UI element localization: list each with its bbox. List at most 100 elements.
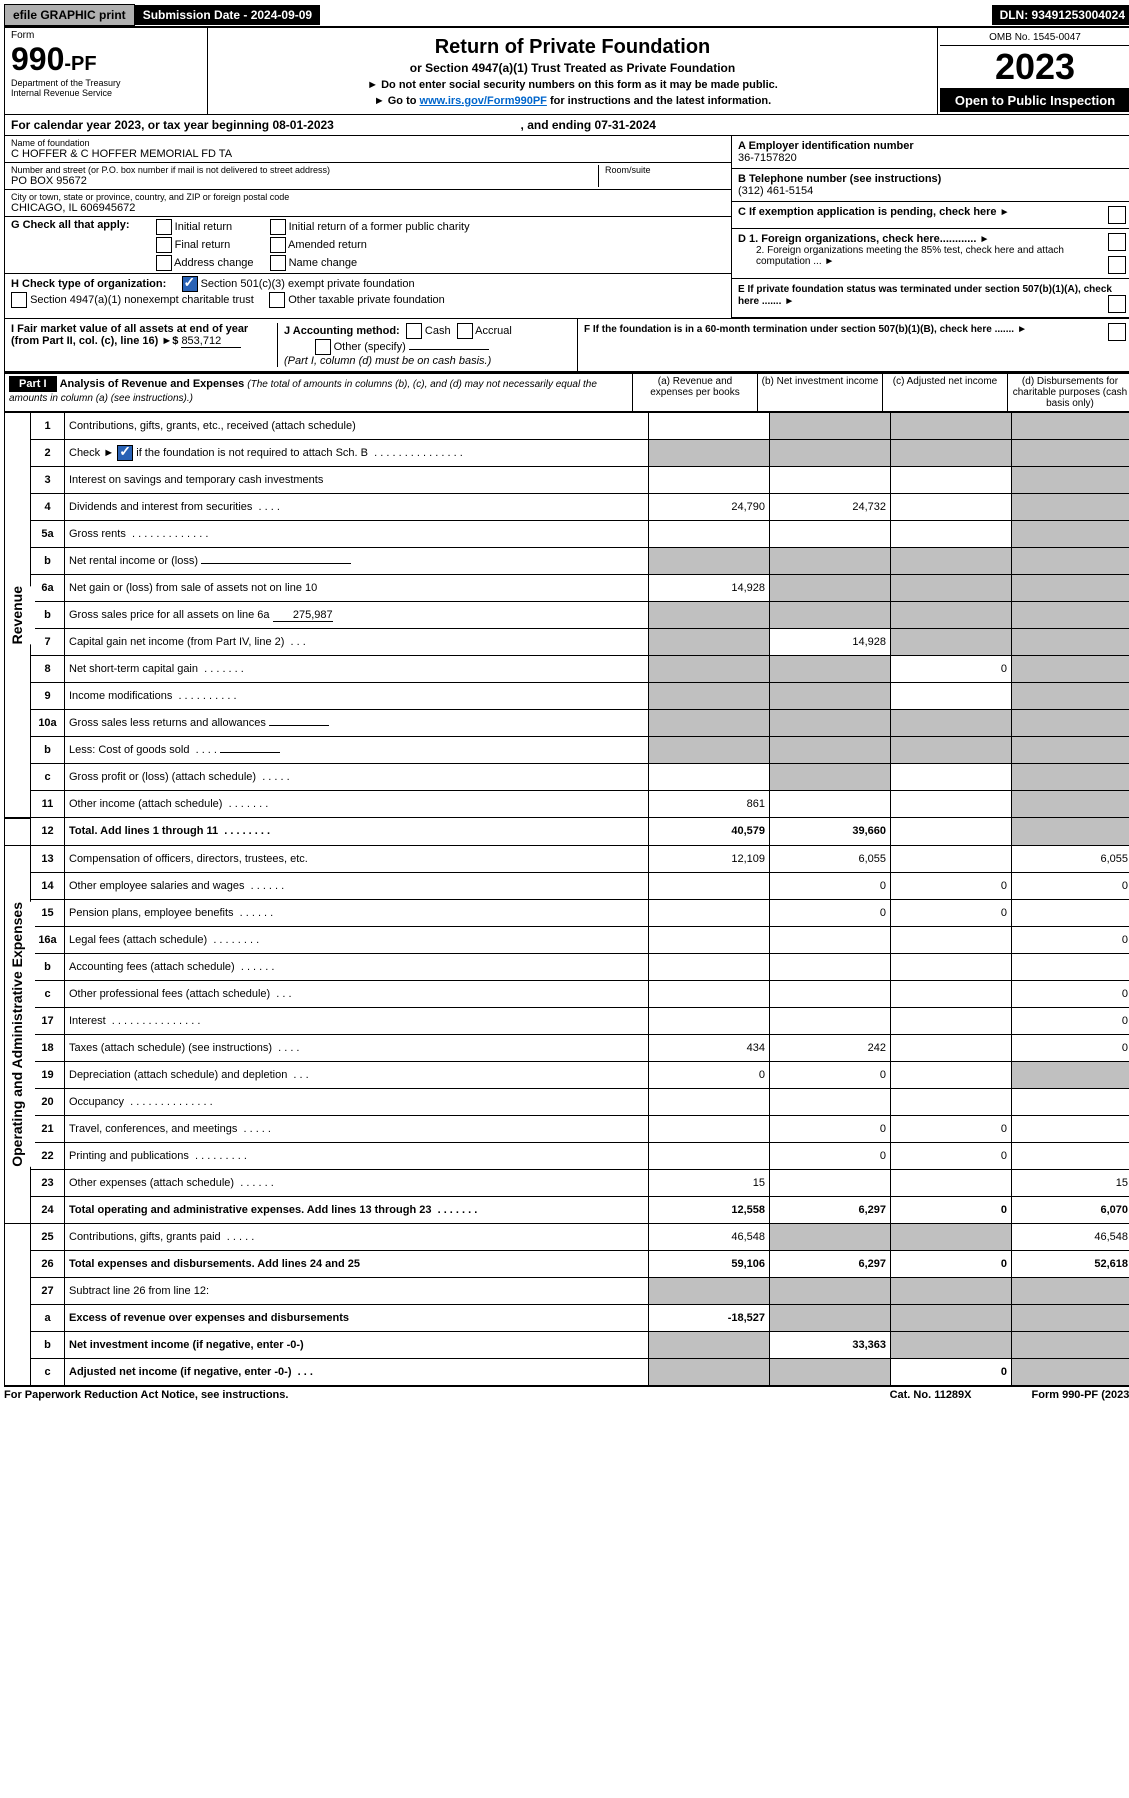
j-label: J Accounting method: <box>284 325 400 337</box>
opex-section-label: Operating and Administrative Expenses <box>9 902 35 1167</box>
table-row: 22 Printing and publications . . . . . .… <box>5 1142 1129 1169</box>
instruction-goto: ► Go to www.irs.gov/Form990PF for instru… <box>214 95 931 107</box>
line-2-num: 2 <box>31 440 65 467</box>
line-24-num: 24 <box>31 1196 65 1223</box>
c-label: C If exemption application is pending, c… <box>738 206 997 218</box>
net-rental-input[interactable] <box>201 563 351 564</box>
addr-label: Number and street (or P.O. box number if… <box>11 165 598 175</box>
col-d-header: (d) Disbursements for charitable purpose… <box>1007 374 1129 411</box>
other-taxable-label: Other taxable private foundation <box>288 294 445 306</box>
name-change-checkbox[interactable] <box>270 255 286 271</box>
sch-b-checkbox[interactable] <box>117 445 133 461</box>
line-16b-desc: Accounting fees (attach schedule) . . . … <box>65 953 649 980</box>
line-26-d: 52,618 <box>1012 1250 1129 1277</box>
other-method-checkbox[interactable] <box>315 339 331 355</box>
initial-former-label: Initial return of a former public charit… <box>289 221 470 233</box>
final-return-label: Final return <box>175 239 231 251</box>
line-15-c: 0 <box>891 899 1012 926</box>
h-label: H Check type of organization: <box>11 278 166 290</box>
page-footer: For Paperwork Reduction Act Notice, see … <box>4 1386 1129 1401</box>
line-7-b: 14,928 <box>770 629 891 656</box>
gross-sales-returns-input[interactable] <box>269 725 329 726</box>
line-13-a: 12,109 <box>649 845 770 872</box>
d2-checkbox[interactable] <box>1108 256 1126 274</box>
table-row: 6a Net gain or (loss) from sale of asset… <box>5 575 1129 602</box>
cash-checkbox[interactable] <box>406 323 422 339</box>
table-row: 27 Subtract line 26 from line 12: <box>5 1277 1129 1304</box>
d1-checkbox[interactable] <box>1108 233 1126 251</box>
table-row: c Gross profit or (loss) (attach schedul… <box>5 764 1129 791</box>
table-row: 18 Taxes (attach schedule) (see instruct… <box>5 1034 1129 1061</box>
line-13-b: 6,055 <box>770 845 891 872</box>
city-value: CHICAGO, IL 606945672 <box>11 202 725 214</box>
table-row: 5a Gross rents . . . . . . . . . . . . . <box>5 521 1129 548</box>
c-checkbox[interactable] <box>1108 206 1126 224</box>
f-checkbox[interactable] <box>1108 323 1126 341</box>
i-cell: I Fair market value of all assets at end… <box>11 323 278 367</box>
line-19-a: 0 <box>649 1061 770 1088</box>
line-23-desc: Other expenses (attach schedule) . . . .… <box>65 1169 649 1196</box>
line-11-a: 861 <box>649 791 770 818</box>
line-17-num: 17 <box>31 1007 65 1034</box>
line-11-num: 11 <box>31 791 65 818</box>
table-row: 10a Gross sales less returns and allowan… <box>5 710 1129 737</box>
fmv-value: 853,712 <box>181 335 241 348</box>
city-cell: City or town, state or province, country… <box>5 190 731 217</box>
line-26-num: 26 <box>31 1250 65 1277</box>
dln-label: DLN: 93491253004024 <box>992 5 1129 25</box>
final-return-checkbox[interactable] <box>156 237 172 253</box>
table-row: 8 Net short-term capital gain . . . . . … <box>5 656 1129 683</box>
col-b-header: (b) Net investment income <box>757 374 882 411</box>
line-10a-num: 10a <box>31 710 65 737</box>
line-27c-num: c <box>31 1358 65 1385</box>
table-row: 25 Contributions, gifts, grants paid . .… <box>5 1223 1129 1250</box>
line-27c-desc: Adjusted net income (if negative, enter … <box>65 1358 649 1385</box>
initial-former-checkbox[interactable] <box>270 219 286 235</box>
accrual-checkbox[interactable] <box>457 323 473 339</box>
line-13-d: 6,055 <box>1012 845 1129 872</box>
table-row: Operating and Administrative Expenses 13… <box>5 845 1129 872</box>
line-4-a: 24,790 <box>649 494 770 521</box>
other-specify-input[interactable] <box>409 349 489 350</box>
line-16c-num: c <box>31 980 65 1007</box>
address-change-checkbox[interactable] <box>156 255 172 271</box>
foundation-name-cell: Name of foundation C HOFFER & C HOFFER M… <box>5 136 731 163</box>
4947-checkbox[interactable] <box>11 292 27 308</box>
501c3-checkbox[interactable] <box>182 276 198 292</box>
form990pf-link[interactable]: www.irs.gov/Form990PF <box>420 95 547 107</box>
table-row: b Less: Cost of goods sold . . . . <box>5 737 1129 764</box>
line-27b-desc: Net investment income (if negative, ente… <box>65 1331 649 1358</box>
line-1-c <box>891 413 1012 440</box>
line-27b-num: b <box>31 1331 65 1358</box>
e-checkbox[interactable] <box>1108 295 1126 313</box>
line-6b-num: b <box>31 602 65 629</box>
initial-return-checkbox[interactable] <box>156 219 172 235</box>
instr2-pre: ► Go to <box>374 95 420 107</box>
line-19-b: 0 <box>770 1061 891 1088</box>
table-row: 26 Total expenses and disbursements. Add… <box>5 1250 1129 1277</box>
cogs-input[interactable] <box>220 752 280 753</box>
dept-treasury: Department of the Treasury <box>11 78 201 88</box>
line-7-desc: Capital gain net income (from Part IV, l… <box>65 629 649 656</box>
line-18-a: 434 <box>649 1034 770 1061</box>
line-17-d: 0 <box>1012 1007 1129 1034</box>
amended-return-checkbox[interactable] <box>270 237 286 253</box>
part1-title-cell: Part I Analysis of Revenue and Expenses … <box>5 374 632 411</box>
form-num-small: -PF <box>64 53 96 75</box>
line-22-c: 0 <box>891 1142 1012 1169</box>
arrow-icon <box>784 295 794 307</box>
other-taxable-checkbox[interactable] <box>269 292 285 308</box>
line-4-desc: Dividends and interest from securities .… <box>65 494 649 521</box>
part1-badge: Part I <box>9 376 57 392</box>
submission-date: Submission Date - 2024-09-09 <box>135 5 320 25</box>
line-20-desc: Occupancy . . . . . . . . . . . . . . <box>65 1088 649 1115</box>
header-left: Form 990-PF Department of the Treasury I… <box>5 28 208 114</box>
efile-print-button[interactable]: efile GRAPHIC print <box>4 4 135 26</box>
other-method-label: Other (specify) <box>334 341 406 353</box>
line-15-desc: Pension plans, employee benefits . . . .… <box>65 899 649 926</box>
d2-label: 2. Foreign organizations meeting the 85%… <box>756 245 1064 267</box>
line-23-d: 15 <box>1012 1169 1129 1196</box>
line-13-num: 13 <box>31 845 65 872</box>
line-2-desc: Check ► if the foundation is not require… <box>65 440 649 467</box>
table-row: b Accounting fees (attach schedule) . . … <box>5 953 1129 980</box>
